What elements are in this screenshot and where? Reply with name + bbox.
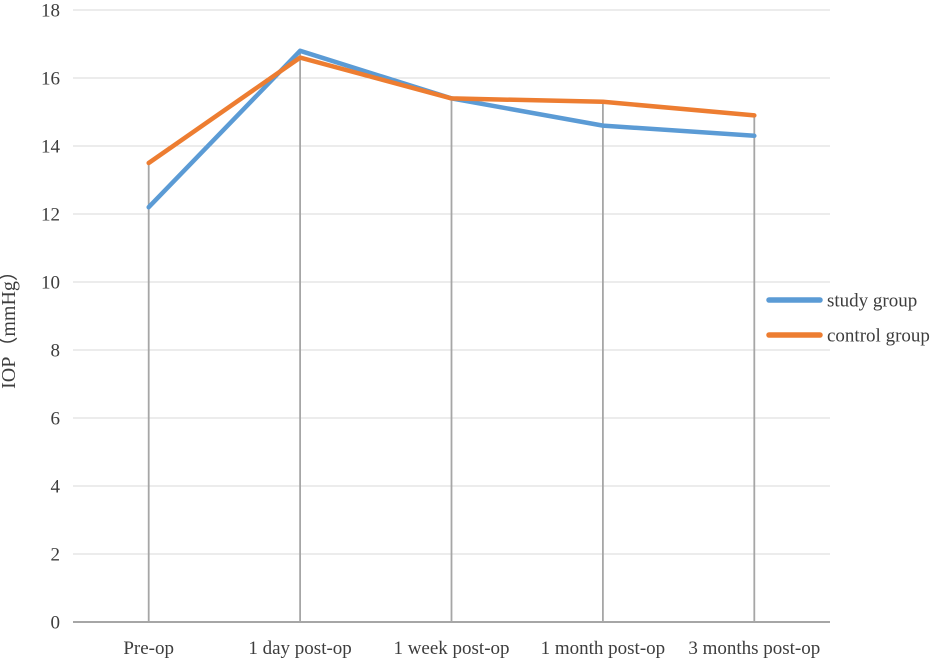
y-tick-label: 2 — [51, 545, 61, 566]
legend: study group control group — [766, 291, 930, 347]
y-tick-label: 14 — [41, 137, 61, 158]
y-tick-label: 6 — [51, 409, 61, 430]
x-category-label: 1 month post-op — [541, 638, 666, 659]
x-category-labels: Pre-op 1 day post-op 1 week post-op 1 month… — [123, 638, 820, 659]
legend-label-study-group: study group — [827, 291, 917, 312]
y-axis-title: IOP（mmHg） — [0, 261, 20, 389]
legend-label-control-group: control group — [827, 326, 930, 347]
y-tick-label: 0 — [51, 613, 61, 634]
x-category-label: 3 months post-op — [688, 638, 820, 659]
x-category-label: 1 day post-op — [248, 638, 351, 659]
y-tick-label: 16 — [41, 69, 60, 90]
y-tick-label: 12 — [41, 205, 60, 226]
y-tick-labels: 0 2 4 6 8 10 12 14 16 18 — [41, 1, 61, 634]
series-lines — [146, 48, 757, 210]
series-line-control-group — [146, 55, 757, 166]
y-tick-label: 4 — [51, 477, 61, 498]
y-tick-label: 18 — [41, 1, 60, 22]
x-category-label: Pre-op — [123, 638, 174, 659]
x-category-label: 1 week post-op — [393, 638, 509, 659]
y-tick-label: 8 — [51, 341, 61, 362]
drop-lines — [147, 50, 756, 622]
y-tick-label: 10 — [41, 273, 60, 294]
